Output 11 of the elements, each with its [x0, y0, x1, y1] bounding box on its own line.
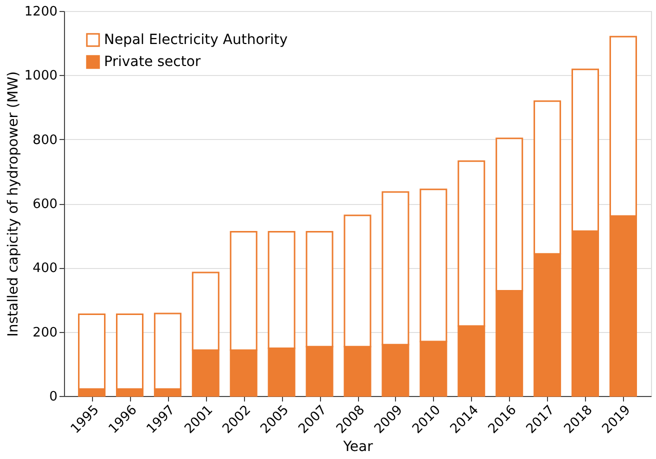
- y-tick-label: 400: [32, 261, 58, 276]
- y-tick-label: 200: [32, 325, 58, 340]
- legend-label: Nepal Electricity Authority: [104, 32, 288, 48]
- y-tick-label: 600: [32, 197, 58, 212]
- y-tick-label: 0: [49, 390, 58, 404]
- y-axis-title: Installed capicity of hydropower (MW): [5, 71, 22, 337]
- y-tick-label: 1000: [24, 68, 58, 84]
- x-axis-title: Year: [342, 439, 374, 456]
- legend-label: Private sector: [104, 54, 201, 70]
- y-tick-label: 1200: [24, 4, 58, 20]
- y-tick-label: 800: [32, 132, 58, 148]
